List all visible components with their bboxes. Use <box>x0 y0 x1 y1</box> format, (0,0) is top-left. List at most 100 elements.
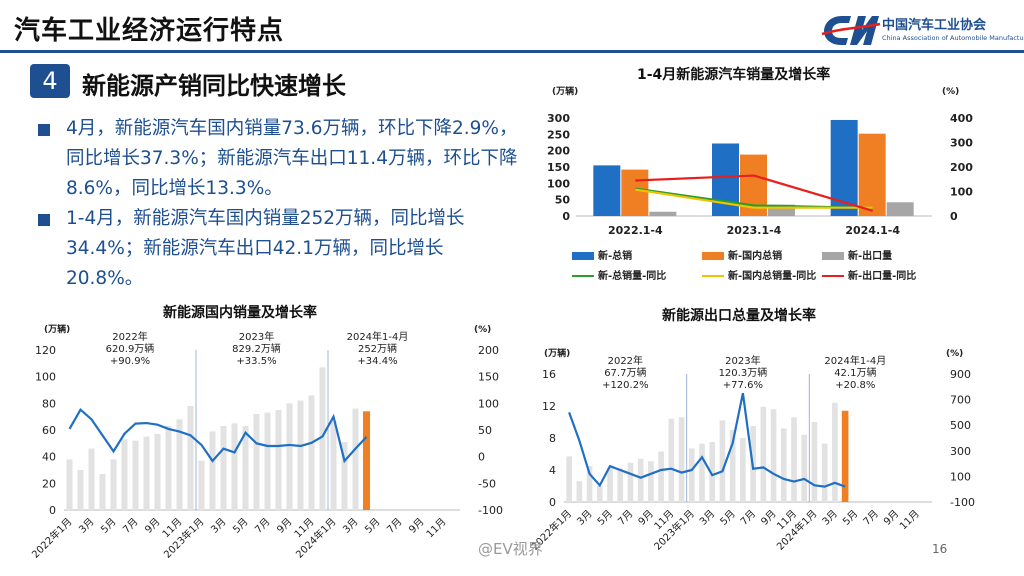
bar <box>593 165 621 216</box>
chart3-svg: (万辆) (%)0481216-1001003005007009002022年1月… <box>528 347 975 553</box>
annotation-growth: +33.5% <box>236 356 276 367</box>
x-tick-label: 2024.1-4 <box>845 224 900 237</box>
x-tick-label: 3月 <box>575 508 595 528</box>
bullet-square-icon <box>38 214 50 226</box>
legend-item: 新-出口量-同比 <box>822 267 916 282</box>
watermark-text: @EV视界 <box>478 540 543 558</box>
bar <box>821 443 828 502</box>
series-line <box>635 174 873 212</box>
legend-item: 新-国内总销量-同比 <box>702 267 816 282</box>
bar <box>596 486 603 502</box>
caam-logo: 中国汽车工业协会 China Association of Automobile… <box>821 12 1024 48</box>
bar <box>649 211 677 216</box>
bullet-item: 4月，新能源汽车国内销量73.6万辆，环比下降2.9%，同比增长37.3%；新能… <box>30 114 520 204</box>
caam-logo-icon <box>821 16 881 45</box>
y-tick-label: 20 <box>42 477 56 490</box>
chart3-title: 新能源出口总量及增长率 <box>662 308 816 324</box>
growth-line <box>568 392 846 488</box>
bar <box>648 461 654 502</box>
legend-item: 新-总销 <box>572 247 632 262</box>
bar <box>780 428 787 502</box>
y-tick-label: 0 <box>549 496 556 509</box>
y-tick-label: 0 <box>49 504 56 517</box>
y2-tick-label: 100 <box>950 470 971 483</box>
x-tick-label: 7月 <box>121 516 141 536</box>
y2-tick-label: 50 <box>478 424 492 437</box>
bullet-list: 4月，新能源汽车国内销量73.6万辆，环比下降2.9%，同比增长37.3%；新能… <box>30 114 520 294</box>
y-tick-label: 12 <box>542 400 556 413</box>
bar <box>253 414 260 510</box>
bar <box>198 460 205 510</box>
annotation-growth: +20.8% <box>835 380 875 391</box>
x-tick-label: 9月 <box>275 516 295 536</box>
y-tick-label: 200 <box>547 145 570 158</box>
y-tick-label: 8 <box>549 432 556 445</box>
y-tick-label: 150 <box>547 161 570 174</box>
bar <box>308 395 315 510</box>
bar <box>77 470 84 510</box>
bar <box>621 169 649 216</box>
legend-swatch <box>702 252 724 260</box>
y2-tick-label: 0 <box>950 210 958 223</box>
x-tick-label: 3月 <box>341 516 361 536</box>
bar <box>719 420 726 502</box>
y2-axis-unit: (%) <box>942 87 959 97</box>
y2-tick-label: 100 <box>478 397 499 410</box>
legend-swatch <box>572 275 594 277</box>
legend-item: 新-国内总销 <box>702 247 782 262</box>
y-tick-label: 100 <box>35 371 56 384</box>
bar <box>811 422 818 502</box>
annotation-label: 2024年1-4月 <box>824 354 886 367</box>
y-tick-label: 300 <box>547 112 570 125</box>
chart2-svg: (万辆) (%) 0 20 40 60 80 100 120 -100 -50 0 50 100 150 20… <box>29 323 503 561</box>
bullet-text: 4月，新能源汽车国内销量73.6万辆，环比下降2.9%，同比增长37.3%；新能… <box>66 118 518 199</box>
section-number: 4 <box>30 64 70 98</box>
x-tick-label: 11月 <box>424 516 449 541</box>
x-tick-label: 2023.1-4 <box>727 224 782 237</box>
x-tick-label: 9月 <box>143 516 163 536</box>
legend-swatch <box>702 275 724 277</box>
x-tick-label: 7月 <box>385 516 405 536</box>
bar <box>176 419 183 510</box>
bar <box>699 443 705 502</box>
y-tick-label: 100 <box>547 177 570 190</box>
section-title: 新能源产销同比快速增长 <box>82 72 346 100</box>
legend-label: 新-总销 <box>598 251 633 262</box>
x-tick-label: 9月 <box>407 516 427 536</box>
bar <box>607 467 613 502</box>
bar <box>209 431 216 510</box>
x-tick-label: 5月 <box>718 508 738 528</box>
bar <box>668 418 675 502</box>
chart1-svg: (万辆) (%) 0 50 100 150 200 250 300 0 100 200 300 400 20… <box>547 85 973 237</box>
bar <box>165 426 172 510</box>
annotation-label: 2022年 <box>608 354 643 367</box>
bar <box>637 458 644 502</box>
bar-highlight <box>362 411 371 510</box>
y-tick-label: 120 <box>35 344 56 357</box>
annotation-label: 2023年 <box>239 330 274 343</box>
bullet-text: 1-4月，新能源汽车国内销量252万辆，同比增长34.4%；新能源汽车出口42.… <box>66 208 465 289</box>
bar <box>264 412 271 510</box>
legend-label: 新-总销量-同比 <box>598 271 667 282</box>
annotation-value: 67.7万辆 <box>604 366 646 379</box>
y-tick-label: 250 <box>547 128 570 141</box>
y2-tick-label: 700 <box>950 394 971 407</box>
x-tick-label: 5月 <box>99 516 119 536</box>
y2-tick-label: 100 <box>950 186 973 199</box>
bar <box>832 402 838 502</box>
bar <box>688 448 695 502</box>
bar <box>275 410 282 510</box>
y-tick-label: 80 <box>42 397 56 410</box>
bar <box>187 406 194 510</box>
x-tick-label: 7月 <box>738 508 758 528</box>
growth-line <box>68 408 368 464</box>
x-tick-label: 11月 <box>897 508 922 533</box>
y-tick-label: 4 <box>549 464 556 477</box>
x-tick-label: 5月 <box>231 516 251 536</box>
bar <box>768 204 795 216</box>
annotation-value: 120.3万辆 <box>719 366 768 379</box>
y-axis-unit: (万辆) <box>552 85 578 97</box>
y-axis-unit: (万辆) <box>544 347 570 359</box>
y-tick-label: 60 <box>42 424 56 437</box>
bar <box>297 400 304 510</box>
